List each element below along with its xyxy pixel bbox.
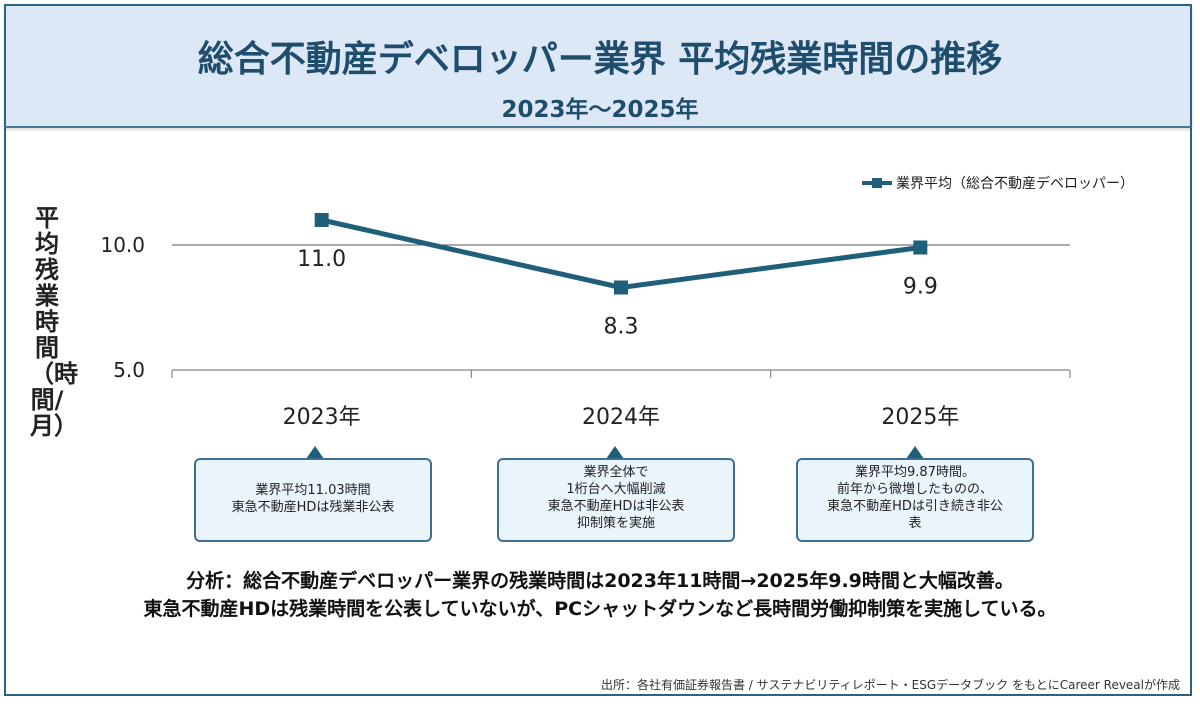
legend-label: 業界平均（総合不動産デベロッパー） bbox=[896, 175, 1134, 192]
callout-line: 1桁台へ大幅削減 bbox=[566, 482, 666, 497]
data-label: 11.0 bbox=[297, 247, 346, 272]
analysis-line-2: 東急不動産HDは残業時間を公表していないが、PCシャットダウンなど長時間労働抑制… bbox=[143, 598, 1057, 620]
data-point bbox=[913, 240, 928, 255]
callout-line: 業界平均11.03時間 bbox=[255, 483, 371, 498]
callout-line: 抑制策を実施 bbox=[576, 516, 655, 531]
x-tick-label: 2024年 bbox=[582, 405, 660, 430]
source-note: 出所：各社有価証券報告書 / サステナビリティレポート・ESGデータブック をも… bbox=[600, 678, 1180, 692]
x-tick-label: 2023年 bbox=[283, 405, 361, 430]
callout-line: 表 bbox=[908, 516, 922, 531]
series-line bbox=[321, 217, 921, 290]
callout-line: 東急不動産HDは引き続き非公 bbox=[827, 499, 1003, 514]
data-label: 9.9 bbox=[903, 275, 938, 300]
analysis-line-1: 分析：総合不動産デベロッパー業界の残業時間は2023年11時間→2025年9.9… bbox=[186, 570, 1014, 592]
callout-arrow-2024 bbox=[606, 446, 624, 459]
callout-2024: 業界全体で 1桁台へ大幅削減 東急不動産HDは非公表 抑制策を実施 bbox=[497, 458, 735, 542]
data-point bbox=[614, 280, 628, 295]
page-subtitle: 2023年〜2025年 bbox=[501, 97, 699, 123]
y-tick-label: 10.0 bbox=[100, 233, 145, 257]
callout-arrow-2023 bbox=[306, 446, 324, 459]
callout-line: 前年から微増したものの、 bbox=[836, 482, 993, 497]
callout-line: 東急不動産HDは残業非公表 bbox=[231, 500, 395, 515]
callout-line: 業界全体で bbox=[583, 465, 649, 480]
x-tick-label: 2025年 bbox=[881, 405, 959, 430]
legend-marker bbox=[872, 178, 882, 188]
data-label: 8.3 bbox=[604, 315, 639, 340]
data-point bbox=[314, 213, 329, 227]
header-banner: 総合不動産デベロッパー業界 平均残業時間の推移 2023年〜2025年 bbox=[4, 4, 1192, 128]
callout-line: 業界平均9.87時間。 bbox=[855, 465, 975, 480]
page-title: 総合不動産デベロッパー業界 平均残業時間の推移 bbox=[197, 39, 1003, 80]
callout-2025: 業界平均9.87時間。 前年から微増したものの、 東急不動産HDは引き続き非公 … bbox=[796, 458, 1034, 542]
callout-line: 東急不動産HDは非公表 bbox=[547, 499, 685, 514]
y-tick-label: 5.0 bbox=[113, 358, 145, 382]
callout-2023: 業界平均11.03時間 東急不動産HDは残業非公表 bbox=[194, 458, 432, 542]
callout-arrow-2025 bbox=[906, 446, 924, 459]
